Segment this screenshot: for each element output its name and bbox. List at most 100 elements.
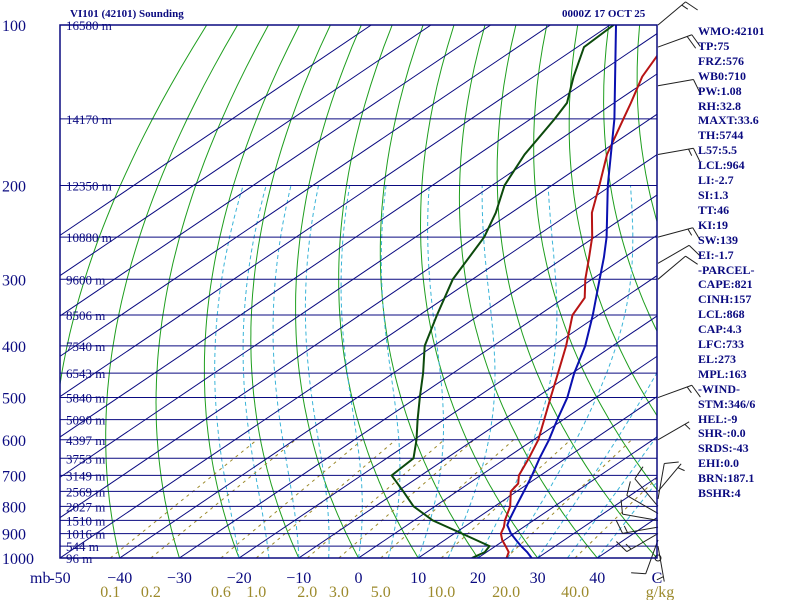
barb-feather bbox=[620, 499, 624, 515]
barb-feather bbox=[691, 34, 701, 47]
dry-adiabat bbox=[155, 25, 269, 558]
index-item: KI:19 bbox=[698, 217, 728, 232]
moist-adiabat bbox=[447, 185, 496, 558]
index-item: EL:273 bbox=[698, 351, 737, 366]
valid-time: 0000Z 17 OCT 25 bbox=[562, 8, 646, 20]
mixing-ratio-unit: g/kg bbox=[646, 584, 674, 600]
barb-half-feather bbox=[625, 543, 632, 550]
height-label: 1016 m bbox=[66, 527, 105, 542]
isotherm bbox=[60, 25, 611, 398]
mixing-ratio-line bbox=[380, 439, 514, 558]
height-label: 8506 m bbox=[66, 308, 105, 323]
index-item: BSHR:4 bbox=[698, 486, 741, 501]
wind-barb bbox=[631, 539, 659, 575]
pressure-label: 500 bbox=[2, 391, 26, 408]
pressure-label: 600 bbox=[2, 433, 26, 450]
wind-barb bbox=[657, 421, 691, 441]
wind-barb bbox=[657, 384, 701, 399]
temperature-tick-label: -50 bbox=[49, 570, 70, 587]
barb-feather bbox=[615, 520, 623, 534]
isotherm bbox=[60, 25, 551, 357]
wind-barb bbox=[657, 255, 698, 280]
height-label: 3753 m bbox=[66, 451, 105, 466]
pressure-label: 900 bbox=[2, 527, 26, 544]
dry-adiabat bbox=[533, 25, 657, 491]
mixing-ratio-label: 1.0 bbox=[246, 584, 266, 600]
stability-indices-list: WMO:42101 TP:75 FRZ:576 WB0:710 PW:1.08 RH:32… bbox=[698, 24, 765, 501]
index-item: EI:-1.7 bbox=[698, 247, 734, 262]
isotherm bbox=[179, 234, 657, 558]
barb-staff bbox=[657, 1, 686, 26]
moist-adiabat bbox=[304, 185, 330, 558]
barb-feather bbox=[685, 1, 698, 11]
wind-barb bbox=[657, 78, 701, 93]
isotherm bbox=[60, 25, 372, 236]
parcel-profile bbox=[506, 25, 617, 558]
barb-half-feather bbox=[688, 148, 693, 156]
mixing-ratio-line bbox=[306, 439, 445, 558]
plot-frame bbox=[59, 24, 658, 559]
mixing-ratio-label: 40.0 bbox=[561, 584, 589, 600]
wind-barb bbox=[657, 1, 698, 26]
index-item: SHR-:0.0 bbox=[698, 426, 746, 441]
temperature-tick-label: 10 bbox=[410, 570, 426, 587]
index-item: TT:46 bbox=[698, 202, 730, 217]
index-item: WB0:710 bbox=[698, 68, 746, 83]
pressure-label: 200 bbox=[2, 178, 26, 195]
dry-adiabat bbox=[338, 25, 419, 558]
dry-adiabat bbox=[379, 25, 479, 558]
temperature-tick-label: −20 bbox=[227, 570, 252, 587]
barb-staff bbox=[657, 463, 682, 492]
wind-barb bbox=[657, 461, 679, 500]
pressure-label: 700 bbox=[2, 468, 26, 485]
pressure-label: 1000 bbox=[2, 551, 34, 568]
wind-barb bbox=[634, 466, 659, 507]
index-item: WMO:42101 bbox=[698, 24, 765, 38]
barb-staff bbox=[657, 546, 665, 582]
isotherm bbox=[60, 113, 657, 519]
isotherm bbox=[358, 355, 657, 558]
index-item: RH:32.8 bbox=[698, 98, 741, 113]
index-item: LCL:868 bbox=[698, 307, 745, 322]
barb-staff bbox=[634, 478, 659, 507]
height-label: 5840 m bbox=[66, 391, 105, 406]
height-label: 12350 m bbox=[66, 178, 112, 193]
dry-adiabat bbox=[60, 25, 208, 558]
barb-feather bbox=[616, 541, 628, 552]
barb-staff bbox=[626, 495, 659, 514]
index-item: BRN:187.1 bbox=[698, 471, 755, 486]
mixing-ratio-label: 5.0 bbox=[371, 584, 391, 600]
barb-staff bbox=[657, 147, 694, 156]
temperature-tick-label: 30 bbox=[530, 570, 546, 587]
isotherm bbox=[60, 154, 657, 558]
sounding-profiles bbox=[390, 25, 657, 558]
isotherm bbox=[60, 33, 657, 438]
barb-staff bbox=[626, 533, 659, 553]
dry-adiabat bbox=[250, 25, 331, 558]
wind-barb bbox=[657, 463, 685, 492]
index-item: PW:1.08 bbox=[698, 83, 742, 98]
height-label: 9600 m bbox=[66, 272, 105, 287]
barb-staff bbox=[657, 34, 692, 48]
station-title: VI101 (42101) Sounding bbox=[70, 8, 184, 20]
barb-feather bbox=[691, 384, 701, 398]
height-label: 2027 m bbox=[66, 499, 105, 514]
index-item: LCL:964 bbox=[698, 158, 745, 173]
index-item: HEL:-9 bbox=[698, 411, 738, 426]
index-item: TH:5744 bbox=[698, 128, 744, 143]
index-item: MPL:163 bbox=[698, 366, 747, 381]
barb-feather bbox=[693, 148, 701, 162]
isotherm bbox=[119, 194, 657, 558]
temperature-tick-label: 40 bbox=[589, 570, 605, 587]
index-item: CAP:4.3 bbox=[698, 322, 742, 337]
index-item: LFC:733 bbox=[698, 337, 744, 352]
dry-adiabat bbox=[419, 25, 539, 558]
barb-half-feather bbox=[681, 4, 689, 10]
mixing-ratio-line bbox=[150, 439, 297, 558]
barb-half-feather bbox=[656, 576, 664, 581]
wind-barb bbox=[656, 546, 665, 582]
height-label: 3149 m bbox=[66, 468, 105, 483]
pressure-label: 300 bbox=[2, 272, 26, 289]
barb-feather bbox=[686, 36, 697, 49]
index-item: EHI:0.0 bbox=[698, 456, 740, 471]
